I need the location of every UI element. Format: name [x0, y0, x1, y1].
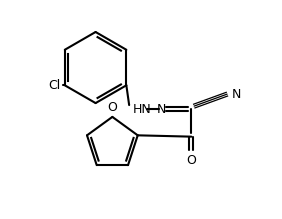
Text: Cl: Cl — [49, 79, 61, 92]
Text: O: O — [186, 154, 196, 167]
Text: O: O — [107, 101, 117, 114]
Text: HN: HN — [133, 102, 152, 115]
Text: N: N — [232, 88, 241, 101]
Text: N: N — [157, 102, 166, 115]
